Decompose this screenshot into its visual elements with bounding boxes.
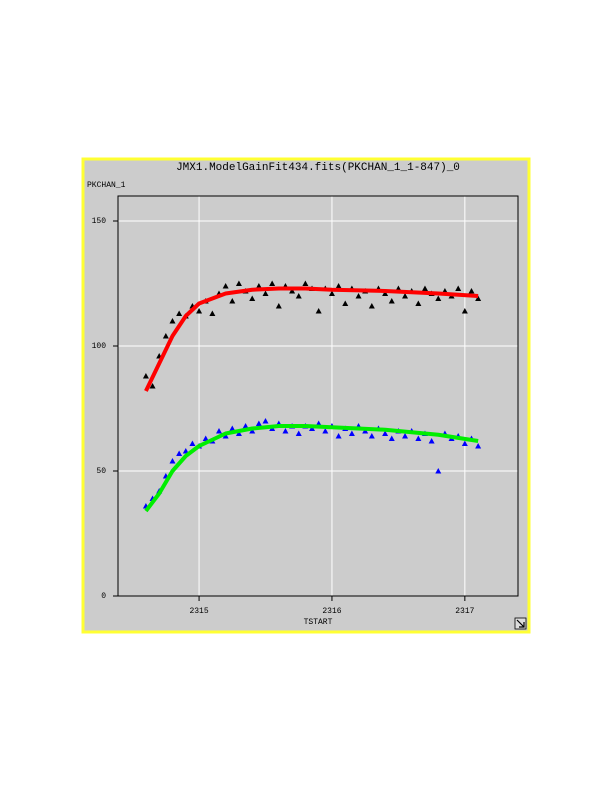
data-point bbox=[249, 295, 256, 301]
x-tick-label: 2316 bbox=[322, 607, 341, 616]
data-point bbox=[421, 285, 428, 291]
data-point bbox=[215, 428, 222, 434]
data-point bbox=[368, 303, 375, 309]
y-axis-label: PKCHAN_1 bbox=[87, 181, 126, 190]
y-tick-label: 50 bbox=[96, 467, 106, 476]
data-point bbox=[382, 290, 389, 296]
y-tick-label: 0 bbox=[101, 592, 106, 601]
data-point bbox=[461, 308, 468, 314]
data-point bbox=[229, 425, 236, 431]
data-point bbox=[415, 300, 422, 306]
data-point bbox=[176, 450, 183, 456]
data-point bbox=[255, 420, 262, 426]
data-point bbox=[475, 295, 482, 301]
data-point bbox=[142, 373, 149, 379]
data-point bbox=[475, 443, 482, 449]
data-point bbox=[322, 428, 329, 434]
data-point bbox=[295, 430, 302, 436]
data-point bbox=[169, 318, 176, 324]
data-point bbox=[388, 298, 395, 304]
data-point bbox=[368, 433, 375, 439]
data-point bbox=[295, 293, 302, 299]
data-point bbox=[202, 435, 209, 441]
data-point bbox=[428, 438, 435, 444]
y-tick-label: 100 bbox=[92, 342, 107, 351]
data-point bbox=[461, 440, 468, 446]
fit-line bbox=[144, 286, 479, 392]
data-point bbox=[402, 433, 409, 439]
data-point bbox=[169, 458, 176, 464]
data-point bbox=[455, 285, 462, 291]
data-point bbox=[269, 280, 276, 286]
fit-line bbox=[144, 424, 479, 513]
data-point bbox=[388, 435, 395, 441]
data-point bbox=[342, 300, 349, 306]
data-point bbox=[209, 310, 216, 316]
data-point bbox=[149, 383, 156, 389]
data-point bbox=[315, 308, 322, 314]
data-point bbox=[255, 283, 262, 289]
data-point bbox=[282, 428, 289, 434]
x-tick-label: 2315 bbox=[189, 607, 208, 616]
data-point bbox=[415, 435, 422, 441]
y-tick-label: 150 bbox=[92, 217, 107, 226]
data-point bbox=[275, 303, 282, 309]
data-point bbox=[222, 433, 229, 439]
data-point bbox=[435, 295, 442, 301]
plot-border bbox=[117, 195, 519, 597]
data-point bbox=[249, 428, 256, 434]
data-point bbox=[355, 293, 362, 299]
data-point bbox=[262, 290, 269, 296]
data-point bbox=[382, 430, 389, 436]
data-point bbox=[189, 440, 196, 446]
data-point bbox=[235, 280, 242, 286]
data-point bbox=[176, 310, 183, 316]
chart-title: JMX1.ModelGainFit434.fits(PKCHAN_1_1-847… bbox=[176, 162, 460, 174]
data-point bbox=[348, 430, 355, 436]
data-point bbox=[182, 448, 189, 454]
plot-area bbox=[118, 196, 518, 596]
data-point bbox=[196, 308, 203, 314]
data-point bbox=[435, 468, 442, 474]
data-point bbox=[162, 333, 169, 339]
data-point bbox=[289, 288, 296, 294]
data-point bbox=[229, 298, 236, 304]
x-axis-label: TSTART bbox=[304, 618, 333, 627]
data-point bbox=[335, 433, 342, 439]
data-point bbox=[302, 280, 309, 286]
x-tick-label: 2317 bbox=[455, 607, 474, 616]
data-point bbox=[242, 423, 249, 429]
data-point bbox=[335, 283, 342, 289]
data-point bbox=[402, 293, 409, 299]
data-point bbox=[328, 290, 335, 296]
resize-icon[interactable] bbox=[514, 617, 527, 630]
data-point bbox=[235, 430, 242, 436]
data-point bbox=[468, 288, 475, 294]
data-point bbox=[222, 283, 229, 289]
data-point bbox=[262, 418, 269, 424]
